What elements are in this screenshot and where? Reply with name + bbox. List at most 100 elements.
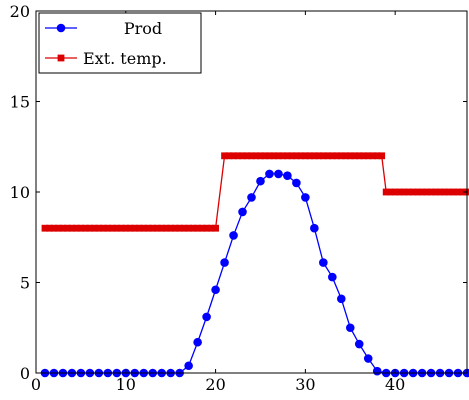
data-point-prod: [310, 223, 319, 233]
data-point-ext-temp: [104, 224, 112, 232]
data-point-ext-temp: [185, 224, 193, 232]
data-point-ext-temp: [432, 188, 439, 196]
x-tick-label: 20: [205, 375, 225, 394]
data-point-ext-temp: [427, 188, 435, 196]
series-line-0: [44, 173, 467, 374]
data-point-ext-temp: [59, 224, 67, 232]
data-point-ext-temp: [212, 224, 219, 232]
data-point-prod: [301, 193, 310, 202]
data-point-ext-temp: [396, 188, 404, 196]
data-point-ext-temp: [369, 152, 377, 160]
data-point-ext-temp: [140, 224, 148, 232]
data-point-ext-temp: [391, 188, 399, 196]
y-tick-label: 15: [10, 93, 30, 112]
data-point-ext-temp: [409, 188, 417, 196]
data-point-ext-temp: [382, 188, 390, 196]
data-point-prod: [345, 323, 355, 333]
data-point-ext-temp: [373, 152, 381, 160]
data-point-ext-temp: [342, 152, 350, 160]
data-point-ext-temp: [450, 188, 457, 196]
data-point-prod: [238, 207, 247, 217]
data-point-ext-temp: [64, 224, 71, 232]
y-tick-label: 20: [10, 2, 30, 21]
data-point-prod: [319, 258, 328, 267]
plot-layer: [40, 152, 469, 378]
data-point-ext-temp: [77, 224, 85, 232]
data-point-ext-temp: [126, 224, 134, 232]
data-point-ext-temp: [351, 152, 359, 160]
data-point-ext-temp: [131, 224, 139, 232]
y-tick-label: 5: [20, 274, 30, 293]
legend-label: Ext. temp.: [83, 49, 167, 68]
data-point-ext-temp: [297, 152, 305, 160]
axes-layer: 0 10 20 30 40 0 5 10 15 20: [10, 2, 468, 394]
data-point-ext-temp: [86, 224, 94, 232]
data-point-ext-temp: [337, 152, 345, 160]
legend-marker-circle: [56, 23, 66, 33]
data-point-prod: [202, 312, 211, 322]
data-point-ext-temp: [135, 224, 143, 232]
data-point-ext-temp: [189, 224, 197, 232]
data-point-ext-temp: [171, 224, 179, 232]
data-point-ext-temp: [418, 188, 426, 196]
data-point-ext-temp: [239, 152, 246, 160]
data-point-ext-temp: [73, 224, 80, 232]
data-point-ext-temp: [459, 188, 466, 196]
data-point-ext-temp: [162, 224, 170, 232]
data-point-prod: [274, 169, 283, 179]
data-point-prod: [336, 294, 346, 304]
data-point-ext-temp: [234, 152, 242, 160]
data-point-ext-temp: [95, 224, 103, 232]
data-point-prod: [292, 178, 301, 188]
x-tick-label: 40: [385, 375, 405, 394]
legend-marker-square: [57, 54, 65, 62]
y-tick-label: 0: [20, 364, 30, 383]
data-point-ext-temp: [144, 224, 152, 232]
data-point-ext-temp: [122, 224, 130, 232]
data-point-ext-temp: [207, 224, 215, 232]
data-point-ext-temp: [310, 152, 318, 160]
data-point-ext-temp: [203, 224, 211, 232]
data-point-ext-temp: [292, 152, 300, 160]
data-point-ext-temp: [270, 152, 278, 160]
data-point-ext-temp: [405, 188, 413, 196]
data-point-prod: [256, 176, 265, 186]
legend-box: [38, 12, 202, 74]
data-point-ext-temp: [436, 188, 444, 196]
data-point-ext-temp: [445, 188, 453, 196]
data-point-ext-temp: [324, 152, 332, 160]
data-point-ext-temp: [99, 224, 107, 232]
data-point-prod: [283, 171, 292, 181]
data-point-ext-temp: [46, 224, 53, 232]
data-point-prod: [184, 361, 193, 371]
data-point-ext-temp: [319, 152, 327, 160]
data-point-prod: [211, 285, 220, 295]
data-point-prod: [265, 169, 274, 179]
data-point-ext-temp: [423, 188, 430, 196]
data-point-prod: [354, 339, 364, 349]
data-point-ext-temp: [328, 152, 336, 160]
legend-label: Prod: [124, 19, 162, 38]
data-point-ext-temp: [149, 224, 157, 232]
data-point-ext-temp: [266, 152, 273, 160]
data-point-ext-temp: [346, 152, 354, 160]
data-point-ext-temp: [248, 152, 255, 160]
data-point-ext-temp: [301, 152, 309, 160]
data-point-prod: [372, 366, 382, 376]
data-point-ext-temp: [167, 224, 175, 232]
data-point-ext-temp: [261, 152, 269, 160]
data-point-ext-temp: [55, 224, 62, 232]
data-point-ext-temp: [364, 152, 372, 160]
legend: Prod Ext. temp.: [38, 12, 202, 74]
data-point-ext-temp: [454, 188, 462, 196]
data-point-ext-temp: [153, 224, 161, 232]
data-point-ext-temp: [68, 224, 76, 232]
data-point-prod: [229, 231, 238, 240]
data-point-ext-temp: [257, 152, 264, 160]
x-tick-label: 30: [295, 375, 315, 394]
data-point-ext-temp: [230, 152, 237, 160]
data-point-ext-temp: [90, 224, 98, 232]
data-point-ext-temp: [81, 224, 89, 232]
data-point-ext-temp: [113, 224, 121, 232]
